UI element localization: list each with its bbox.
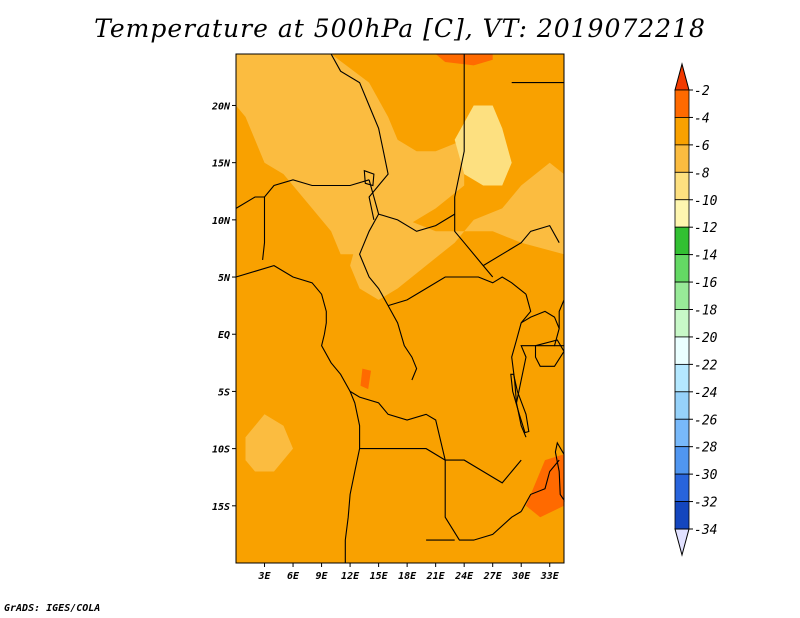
border-line xyxy=(511,294,532,438)
lon-tick-label: 9E xyxy=(316,571,329,582)
colorbar-segment xyxy=(674,473,690,502)
border-line xyxy=(330,53,389,221)
field-region-warm-patch-east xyxy=(526,454,564,518)
colorbar-label: -12 xyxy=(694,221,718,236)
colorbar-segment xyxy=(674,501,690,530)
colorbar-label: -6 xyxy=(694,139,710,154)
colorbar-label: -14 xyxy=(694,249,717,264)
map-frame xyxy=(235,53,565,564)
lat-tick-label: 5N xyxy=(218,273,231,284)
lat-tick-label: EQ xyxy=(218,330,230,341)
colorbar-label: -22 xyxy=(694,358,718,373)
field-region-cool-atlantic xyxy=(245,414,293,472)
colorbar-label: -26 xyxy=(694,413,718,428)
temperature-field xyxy=(236,54,564,563)
colorbar-segment xyxy=(674,171,690,201)
lake-outline xyxy=(510,373,530,434)
lon-tick-label: 27E xyxy=(483,571,503,582)
colorbar-bottom-triangle xyxy=(674,528,690,557)
colorbar-segment xyxy=(674,363,690,393)
lon-tick-label: 6E xyxy=(287,571,300,582)
border-line xyxy=(454,54,494,278)
colorbar-segment xyxy=(674,144,690,173)
chart-title: Temperature at 500hPa [C], VT: 201907221… xyxy=(94,14,706,43)
field-region-cool-central xyxy=(350,162,564,300)
lake-outline xyxy=(534,339,565,367)
colorbar-segment xyxy=(674,418,690,448)
border-line xyxy=(387,276,527,307)
lon-tick-label: 33E xyxy=(540,571,560,582)
colorbar-segment xyxy=(674,391,690,420)
colorbar-segment xyxy=(674,199,690,228)
lat-tick-label: 15S xyxy=(212,502,230,513)
colorbar-segment xyxy=(674,281,690,310)
border-line xyxy=(520,459,560,512)
border-line xyxy=(349,390,522,484)
border-line xyxy=(444,460,522,541)
colorbar-label: -2 xyxy=(694,84,710,99)
lon-tick-label: 24E xyxy=(454,571,474,582)
grads-credit: GrADS: IGES/COLA xyxy=(4,603,101,614)
border-line xyxy=(262,197,266,260)
colorbar-label: -28 xyxy=(694,441,718,456)
colorbar-segment xyxy=(674,446,690,475)
lon-tick-label: 18E xyxy=(398,571,417,582)
field-region-warm-patch-congo xyxy=(360,368,371,390)
colorbar-label: -10 xyxy=(694,194,718,209)
colorbar-segment xyxy=(674,254,690,283)
lat-tick-label: 10S xyxy=(212,445,230,456)
lon-tick-label: 12E xyxy=(341,571,360,582)
colorbar-label: -8 xyxy=(694,166,710,181)
lon-tick-label: 30E xyxy=(511,571,531,582)
lat-tick-label: 20N xyxy=(211,101,231,112)
border-line xyxy=(235,265,361,563)
lake-outline xyxy=(363,169,375,187)
colorbar-segment xyxy=(674,117,690,146)
border-line xyxy=(482,224,560,267)
lon-tick-label: 15E xyxy=(370,571,389,582)
axis-ticks: 3E 6E 9E 12E 15E 18E 21E 24E 27E 30E 33E 20N 15N 10N 5… xyxy=(211,101,560,582)
lat-tick-label: 15N xyxy=(212,159,231,170)
lat-tick-label: 5S xyxy=(218,387,230,398)
colorbar-label: -18 xyxy=(694,304,718,319)
border-line xyxy=(359,179,389,306)
colorbar-segment xyxy=(674,309,690,338)
border-line xyxy=(387,305,418,381)
border-line xyxy=(235,179,370,209)
border-line xyxy=(520,310,560,329)
country-borders xyxy=(235,53,565,563)
colorbar: -2 -4 -6 -8 -10 -12 -14 -16 -18 -20 -22 -24 -26 -28 -3… xyxy=(674,62,718,557)
colorbar-label: -24 xyxy=(694,386,717,401)
field-region-coolest-sudan xyxy=(454,105,512,186)
colorbar-label: -32 xyxy=(694,496,718,511)
colorbar-label: -4 xyxy=(694,111,710,126)
colorbar-segment xyxy=(674,226,690,256)
field-region-cool-sahel xyxy=(236,54,465,255)
border-line xyxy=(378,213,455,232)
colorbar-segment xyxy=(674,336,690,365)
border-line xyxy=(359,448,446,461)
colorbar-label: -20 xyxy=(694,331,718,346)
lon-tick-label: 3E xyxy=(257,571,271,582)
colorbar-label: -16 xyxy=(694,276,718,291)
colorbar-segment xyxy=(674,89,690,118)
lon-tick-label: 21E xyxy=(426,571,446,582)
lat-tick-label: 10N xyxy=(212,216,231,227)
colorbar-label: -30 xyxy=(694,468,718,483)
colorbar-top-triangle xyxy=(674,62,690,91)
colorbar-label: -34 xyxy=(694,523,717,538)
